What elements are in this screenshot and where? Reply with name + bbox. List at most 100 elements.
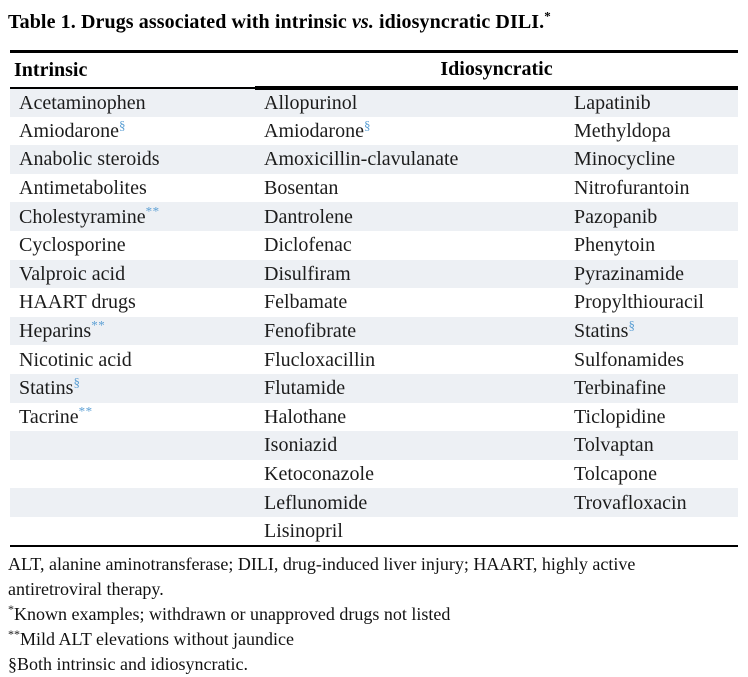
drug-name: Dantrolene <box>264 205 353 228</box>
drug-cell: Isoniazid <box>255 431 565 460</box>
drug-name: Pyrazinamide <box>574 262 684 285</box>
drug-cell <box>10 460 255 489</box>
drug-name: Tolcapone <box>574 463 658 486</box>
dili-table: Intrinsic Idiosyncratic Acetaminophen All… <box>10 50 738 547</box>
drug-cell: Disulfiram <box>255 259 565 289</box>
table-title-text-2: idiosyncratic DILI. <box>373 11 545 33</box>
drug-name: Pazopanib <box>574 205 658 228</box>
drug-cell: Valproic acid <box>10 259 255 289</box>
title-footnote-marker: * <box>544 8 551 24</box>
drug-cell <box>10 488 255 517</box>
drug-name: Tacrine <box>19 405 79 428</box>
drug-name: Ticlopidine <box>574 405 666 428</box>
drug-name: Terbinafine <box>574 377 666 400</box>
table-row: HAART drugs Felbamate Propylthiouracil <box>10 288 738 317</box>
drug-name: Valproic acid <box>19 262 126 285</box>
drug-cell: Pyrazinamide <box>565 259 738 289</box>
drug-name: Leflunomide <box>264 491 368 514</box>
drug-name: Nitrofurantoin <box>574 177 690 200</box>
footnote-line: **Mild ALT elevations without jaundice <box>8 627 720 652</box>
drug-cell: Pazopanib <box>565 202 738 231</box>
drug-cell: Statins§ <box>10 373 255 403</box>
table-title-text: Table 1. Drugs associated with intrinsic <box>8 11 352 33</box>
drug-cell: Fenofibrate <box>255 316 565 346</box>
drug-name: Statins <box>19 377 74 400</box>
table-row: Heparins** Fenofibrate Statins§ <box>10 316 738 346</box>
footnote-marker: § <box>363 117 371 133</box>
table-row: Cyclosporine Diclofenac Phenytoin <box>10 231 738 260</box>
column-header-idiosyncratic: Idiosyncratic <box>255 51 738 90</box>
footnote-marker: § <box>8 653 17 674</box>
drug-name: Tolvaptan <box>574 434 654 457</box>
drug-cell: Terbinafine <box>565 373 738 403</box>
drug-name: Lapatinib <box>574 92 651 115</box>
footnote-marker: § <box>73 374 81 390</box>
table-row: Acetaminophen Allopurinol Lapatinib <box>10 88 738 117</box>
drug-name: Ketoconazole <box>264 463 374 486</box>
footnote-marker: * <box>8 601 14 616</box>
drug-name: Halothane <box>264 405 347 428</box>
footnote-text: Known examples; withdrawn or unapproved … <box>14 603 451 624</box>
table-row: Anabolic steroids Amoxicillin-clavulanate… <box>10 145 738 174</box>
drug-cell: Amiodarone§ <box>255 117 565 146</box>
drug-cell: Flutamide <box>255 373 565 403</box>
drug-cell: Minocycline <box>565 145 738 174</box>
drug-name: Diclofenac <box>264 234 352 257</box>
drug-name: Methyldopa <box>574 119 671 142</box>
drug-cell <box>10 431 255 460</box>
footnote-text: ALT, alanine aminotransferase; DILI, dru… <box>8 553 636 599</box>
drug-name: Amiodarone <box>19 119 119 142</box>
drug-cell: Tolvaptan <box>565 431 738 460</box>
drug-cell: Amoxicillin-clavulanate <box>255 145 565 174</box>
drug-name: Acetaminophen <box>19 91 146 114</box>
drug-cell: Dantrolene <box>255 202 565 231</box>
drug-cell: Nicotinic acid <box>10 345 255 374</box>
drug-name: Bosentan <box>264 177 339 200</box>
footnotes-section: ALT, alanine aminotransferase; DILI, dru… <box>8 552 720 677</box>
drug-cell: Statins§ <box>565 316 738 346</box>
table-row: Nicotinic acid Flucloxacillin Sulfonamides <box>10 345 738 374</box>
drug-name: Cyclosporine <box>19 234 126 257</box>
drug-name: Sulfonamides <box>574 348 684 371</box>
footnote-line: *Known examples; withdrawn or unapproved… <box>8 602 720 627</box>
drug-name: Amiodarone <box>264 119 364 142</box>
table-row: Isoniazid Tolvaptan <box>10 431 738 460</box>
drug-name: HAART drugs <box>19 291 136 314</box>
footnote-text: Both intrinsic and idiosyncratic. <box>17 653 248 674</box>
footnote-marker: § <box>118 117 126 133</box>
drug-cell: Ticlopidine <box>565 403 738 432</box>
drug-name: Disulfiram <box>264 262 351 285</box>
drug-cell: Tolcapone <box>565 460 738 489</box>
drug-cell: Phenytoin <box>565 231 738 260</box>
table-body: Acetaminophen Allopurinol Lapatinib Amiodar… <box>10 88 738 546</box>
table-row: Valproic acid Disulfiram Pyrazinamide <box>10 259 738 289</box>
drug-cell: Bosentan <box>255 174 565 203</box>
drug-cell: Nitrofurantoin <box>565 174 738 203</box>
footnote-text: Mild ALT elevations without jaundice <box>20 628 294 649</box>
footnote-line: §Both intrinsic and idiosyncratic. <box>8 652 720 677</box>
table-row: Tacrine** Halothane Ticlopidine <box>10 403 738 432</box>
drug-cell <box>10 517 255 546</box>
drug-cell: Acetaminophen <box>10 88 255 117</box>
drug-name: Phenytoin <box>574 234 656 257</box>
drug-cell <box>565 517 738 546</box>
footnote-marker: ** <box>91 317 106 333</box>
footnote-marker: ** <box>78 403 93 419</box>
header-row: Intrinsic Idiosyncratic <box>10 51 738 90</box>
table-header: Intrinsic Idiosyncratic <box>10 51 738 90</box>
drug-name: Statins <box>574 320 629 343</box>
table-row: Statins§ Flutamide Terbinafine <box>10 373 738 403</box>
footnote-marker: § <box>628 317 636 333</box>
table-row: Ketoconazole Tolcapone <box>10 460 738 489</box>
drug-name: Flutamide <box>264 377 346 400</box>
drug-cell: Ketoconazole <box>255 460 565 489</box>
drug-cell: Flucloxacillin <box>255 345 565 374</box>
footnote-marker: ** <box>8 626 20 641</box>
drug-cell: Leflunomide <box>255 488 565 517</box>
drug-cell: Lisinopril <box>255 517 565 546</box>
drug-cell: Amiodarone§ <box>10 117 255 146</box>
drug-name: Propylthiouracil <box>574 291 704 314</box>
drug-name: Minocycline <box>574 148 676 171</box>
drug-cell: Lapatinib <box>565 88 738 117</box>
table-title-vs: vs. <box>351 11 374 33</box>
